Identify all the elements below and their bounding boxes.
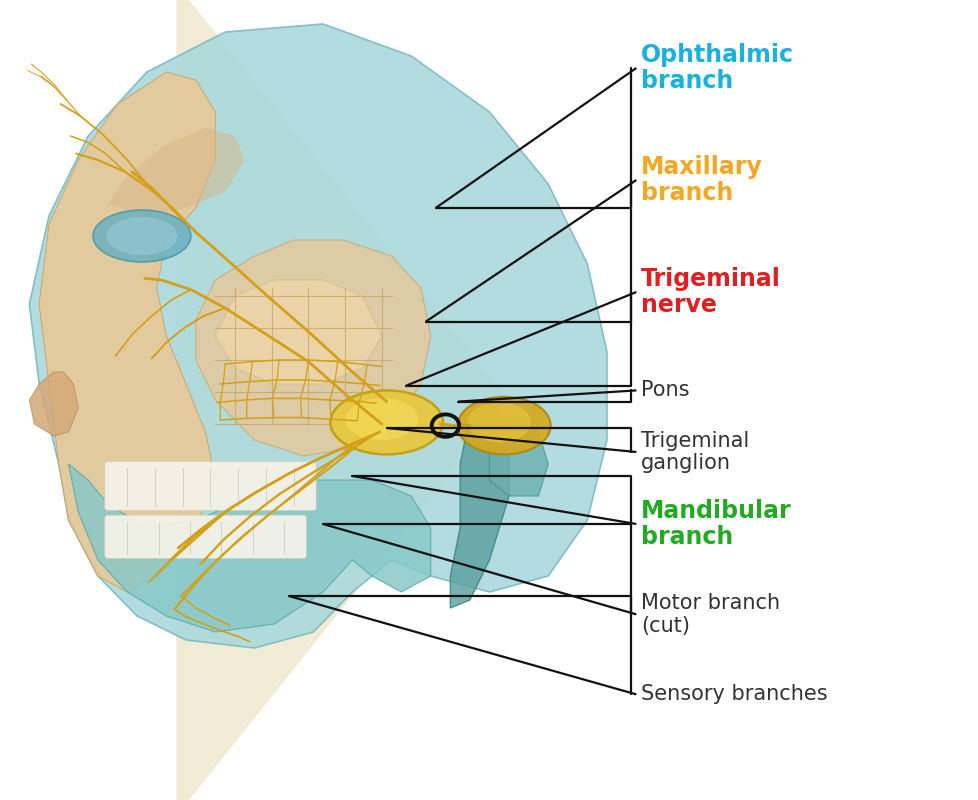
Text: Sensory branches: Sensory branches xyxy=(641,684,827,704)
Polygon shape xyxy=(39,72,215,592)
Ellipse shape xyxy=(467,402,530,442)
Ellipse shape xyxy=(344,398,418,440)
Text: Pons: Pons xyxy=(641,380,689,400)
Text: Mandibular
branch: Mandibular branch xyxy=(641,498,791,550)
FancyBboxPatch shape xyxy=(105,462,316,510)
Text: Trigeminal
nerve: Trigeminal nerve xyxy=(641,266,780,318)
Polygon shape xyxy=(450,400,509,608)
Polygon shape xyxy=(489,416,548,496)
Ellipse shape xyxy=(107,217,177,255)
Text: Maxillary
branch: Maxillary branch xyxy=(641,154,762,206)
Polygon shape xyxy=(29,372,78,436)
Polygon shape xyxy=(68,464,430,632)
Text: Ophthalmic
branch: Ophthalmic branch xyxy=(641,42,793,94)
Polygon shape xyxy=(29,24,606,648)
Ellipse shape xyxy=(457,397,550,454)
Ellipse shape xyxy=(93,210,191,262)
Polygon shape xyxy=(196,240,430,456)
Text: Motor branch
(cut): Motor branch (cut) xyxy=(641,594,779,635)
FancyBboxPatch shape xyxy=(105,515,306,558)
Text: Trigeminal
ganglion: Trigeminal ganglion xyxy=(641,430,749,473)
Polygon shape xyxy=(176,0,509,800)
Polygon shape xyxy=(215,280,381,384)
Polygon shape xyxy=(108,128,244,216)
Ellipse shape xyxy=(330,390,442,454)
